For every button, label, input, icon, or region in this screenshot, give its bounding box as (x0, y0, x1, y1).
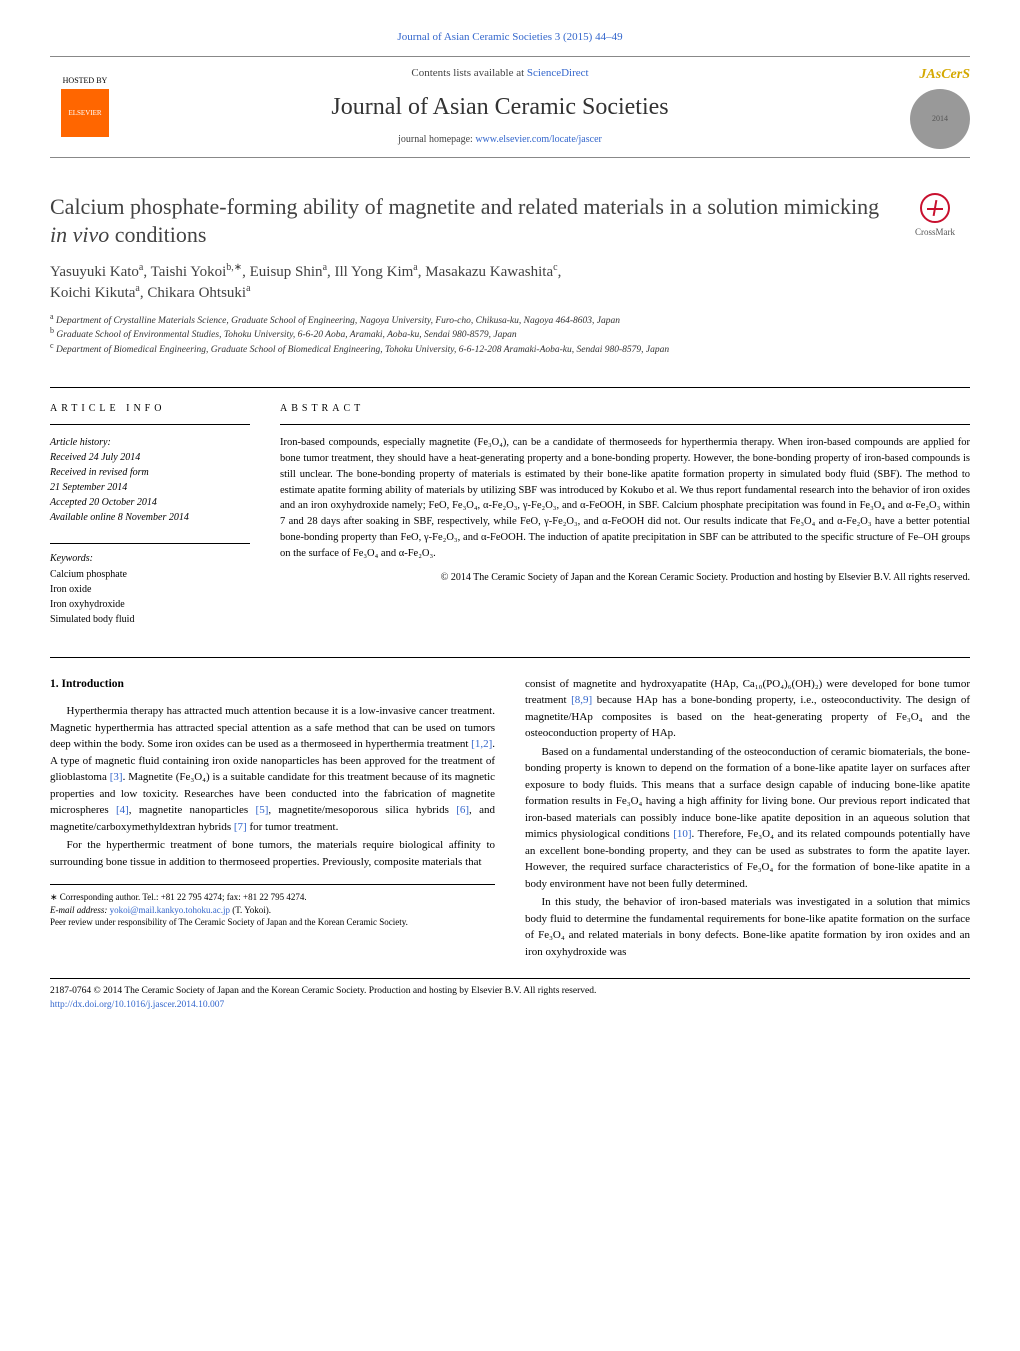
author-3-sup: a (323, 262, 327, 273)
article-history: Article history: Received 24 July 2014 R… (50, 435, 250, 525)
title-row: Calcium phosphate-forming ability of mag… (50, 193, 970, 248)
publisher-name: ELSEVIER (68, 108, 101, 118)
author-7-sup: a (246, 283, 250, 294)
section-heading: 1. Introduction (50, 676, 495, 693)
ref-1-2[interactable]: [1,2] (471, 738, 492, 750)
article-title: Calcium phosphate-forming ability of mag… (50, 193, 880, 248)
ref-10[interactable]: [10] (673, 828, 691, 840)
journal-logo-box: JAsCerS 2014 (880, 65, 970, 149)
history-accepted: Accepted 20 October 2014 (50, 495, 250, 510)
para-3: consist of magnetite and hydroxyapatite … (525, 676, 970, 742)
abstract-text: Iron-based compounds, especially magneti… (280, 435, 970, 561)
footnotes: ∗ Corresponding author. Tel.: +81 22 795… (50, 884, 495, 929)
para-5: In this study, the behavior of iron-base… (525, 894, 970, 960)
affiliation-a: a Department of Crystalline Materials Sc… (50, 314, 970, 328)
jascers-logo-text: JAsCerS (880, 65, 970, 85)
journal-year: 2014 (932, 113, 948, 125)
contents-center: Contents lists available at ScienceDirec… (120, 66, 880, 147)
author-2-sup: b,∗ (226, 262, 242, 273)
para-2: For the hyperthermic treatment of bone t… (50, 837, 495, 870)
elsevier-logo: ELSEVIER (61, 89, 109, 137)
crossmark-label: CrossMark (900, 226, 970, 239)
hosted-by-label: HOSTED BY (50, 75, 120, 87)
ref-7[interactable]: [7] (234, 821, 247, 833)
author-2: Taishi Yokoi (151, 264, 227, 280)
ref-6[interactable]: [6] (456, 804, 469, 816)
contents-prefix: Contents lists available at (411, 67, 526, 79)
crossmark-badge[interactable]: CrossMark (900, 193, 970, 239)
email-label: E-mail address: (50, 905, 110, 915)
author-5-sup: c (553, 262, 557, 273)
author-4: Ill Yong Kim (335, 264, 414, 280)
keyword-4: Simulated body fluid (50, 612, 250, 627)
abstract-label: ABSTRACT (280, 402, 970, 426)
abstract-copyright: © 2014 The Ceramic Society of Japan and … (280, 571, 970, 585)
keywords-list: Calcium phosphate Iron oxide Iron oxyhyd… (50, 567, 250, 627)
body-col-left: 1. Introduction Hyperthermia therapy has… (50, 676, 495, 963)
homepage-line: journal homepage: www.elsevier.com/locat… (120, 133, 880, 148)
history-revised-1: Received in revised form (50, 465, 250, 480)
contents-bar: HOSTED BY ELSEVIER Contents lists availa… (50, 56, 970, 158)
bottom-bar: 2187-0764 © 2014 The Ceramic Society of … (50, 978, 970, 1012)
hosted-by-box: HOSTED BY ELSEVIER (50, 75, 120, 139)
affiliation-c: c Department of Biomedical Engineering, … (50, 343, 970, 357)
author-7: Chikara Ohtsuki (147, 285, 246, 301)
para-4: Based on a fundamental understanding of … (525, 744, 970, 893)
corresponding-author: ∗ Corresponding author. Tel.: +81 22 795… (50, 891, 495, 904)
author-5: Masakazu Kawashita (425, 264, 553, 280)
para-1: Hyperthermia therapy has attracted much … (50, 703, 495, 835)
history-label: Article history: (50, 435, 250, 450)
journal-medallion-icon: 2014 (910, 89, 970, 149)
affiliation-b: b Graduate School of Environmental Studi… (50, 328, 970, 342)
sciencedirect-link[interactable]: ScienceDirect (527, 67, 589, 79)
ref-3[interactable]: [3] (110, 771, 123, 783)
author-1-sup: a (139, 262, 143, 273)
body-col-right: consist of magnetite and hydroxyapatite … (525, 676, 970, 963)
issn-copyright: 2187-0764 © 2014 The Ceramic Society of … (50, 985, 970, 998)
title-post: conditions (109, 222, 206, 247)
history-received: Received 24 July 2014 (50, 450, 250, 465)
body-columns: 1. Introduction Hyperthermia therapy has… (50, 657, 970, 963)
affiliations: a Department of Crystalline Materials Sc… (50, 314, 970, 357)
author-1: Yasuyuki Kato (50, 264, 139, 280)
homepage-link[interactable]: www.elsevier.com/locate/jascer (475, 134, 602, 145)
article-info-col: ARTICLE INFO Article history: Received 2… (50, 402, 250, 627)
ref-8-9[interactable]: [8,9] (571, 694, 592, 706)
article-info-label: ARTICLE INFO (50, 402, 250, 426)
ref-5[interactable]: [5] (256, 804, 269, 816)
email-suffix: (T. Yokoi). (230, 905, 271, 915)
homepage-prefix: journal homepage: (398, 134, 475, 145)
peer-review-note: Peer review under responsibility of The … (50, 916, 495, 929)
keywords-label: Keywords: (50, 543, 250, 567)
history-revised-2: 21 September 2014 (50, 480, 250, 495)
journal-name: Journal of Asian Ceramic Societies (120, 90, 880, 125)
crossmark-icon (920, 193, 950, 223)
title-ital: in vivo (50, 222, 109, 247)
email-link[interactable]: yokoi@mail.kankyo.tohoku.ac.jp (110, 905, 230, 915)
author-6-sup: a (135, 283, 139, 294)
author-6: Koichi Kikuta (50, 285, 135, 301)
email-line: E-mail address: yokoi@mail.kankyo.tohoku… (50, 904, 495, 917)
history-online: Available online 8 November 2014 (50, 510, 250, 525)
meta-abstract-row: ARTICLE INFO Article history: Received 2… (50, 387, 970, 627)
keyword-3: Iron oxyhydroxide (50, 597, 250, 612)
abstract-col: ABSTRACT Iron-based compounds, especiall… (280, 402, 970, 627)
journal-reference: Journal of Asian Ceramic Societies 3 (20… (50, 30, 970, 46)
ref-4[interactable]: [4] (116, 804, 129, 816)
doi-link[interactable]: http://dx.doi.org/10.1016/j.jascer.2014.… (50, 999, 970, 1012)
author-4-sup: a (413, 262, 417, 273)
authors: Yasuyuki Katoa, Taishi Yokoib,∗, Euisup … (50, 262, 970, 304)
title-pre: Calcium phosphate-forming ability of mag… (50, 194, 879, 219)
keyword-1: Calcium phosphate (50, 567, 250, 582)
keyword-2: Iron oxide (50, 582, 250, 597)
author-3: Euisup Shin (250, 264, 323, 280)
contents-line: Contents lists available at ScienceDirec… (120, 66, 880, 82)
